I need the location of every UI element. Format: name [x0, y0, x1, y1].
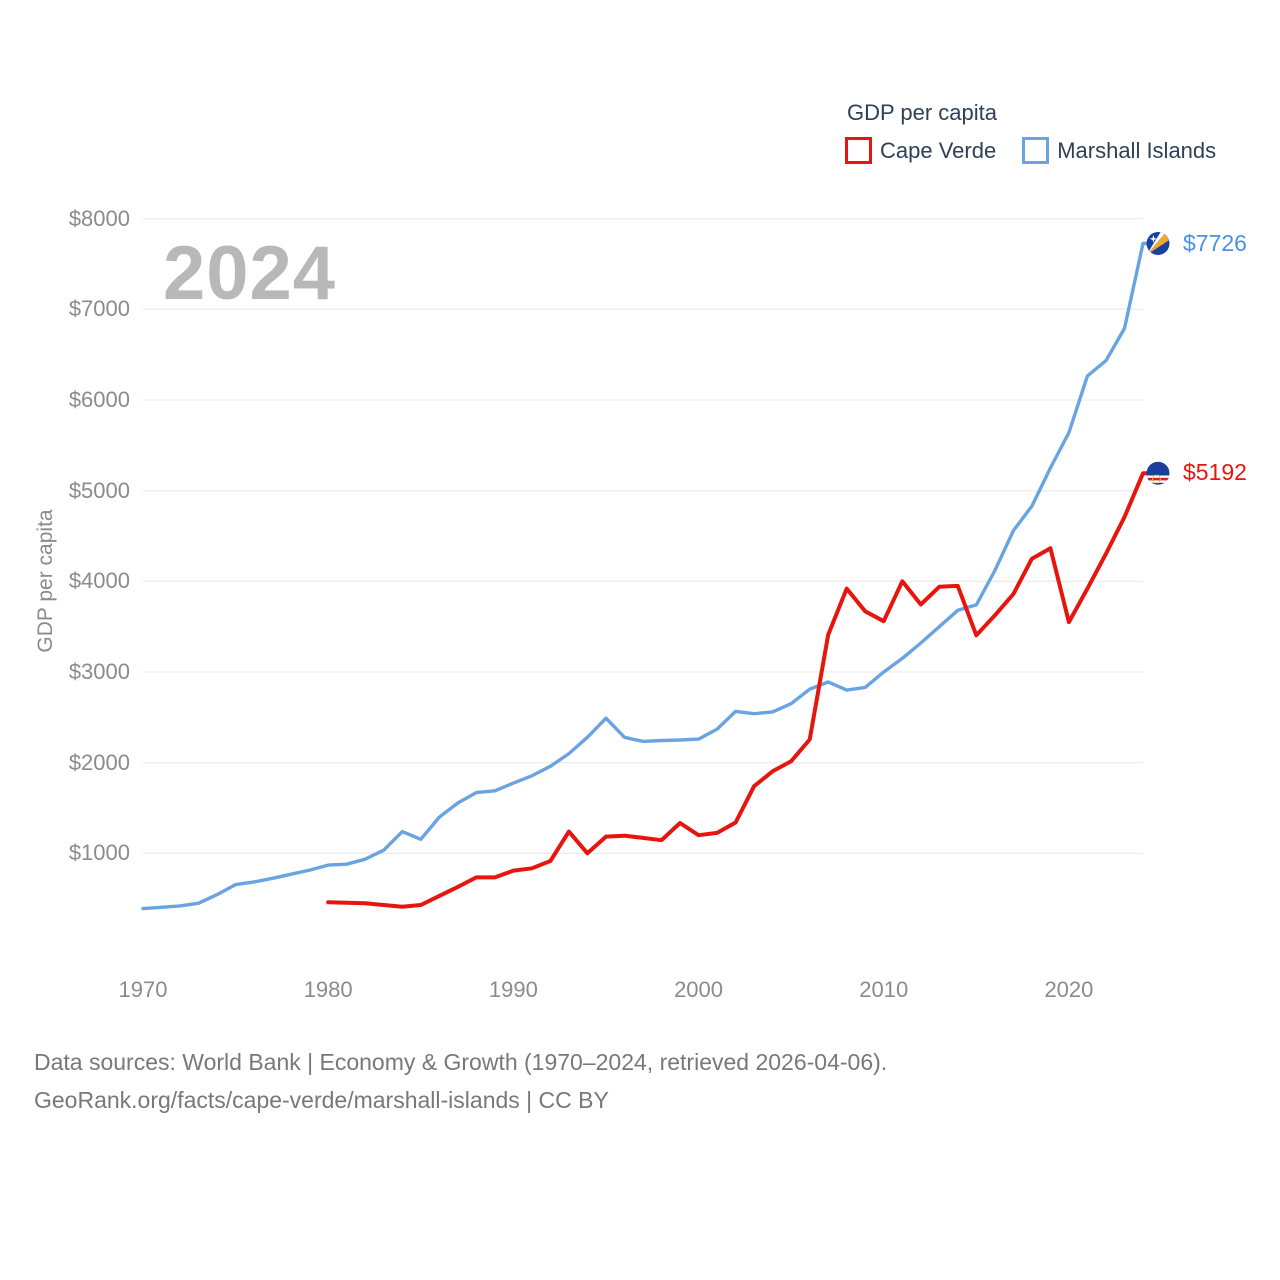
legend-items: Cape Verde Marshall Islands	[845, 137, 1216, 164]
legend-item-cape-verde: Cape Verde	[845, 137, 996, 164]
y-tick-6000: $6000	[68, 386, 130, 412]
cape-verde-flag-icon	[1146, 461, 1170, 485]
legend-item-marshall-islands: Marshall Islands	[1022, 137, 1216, 164]
y-tick-2000: $2000	[68, 749, 130, 775]
year-watermark: 2024	[163, 231, 337, 316]
x-tick-2010: 2010	[859, 977, 909, 1002]
y-tick-7000: $7000	[68, 296, 130, 322]
marshall-islands-flag-icon	[1146, 232, 1170, 255]
marshall-islands-line	[141, 241, 1151, 911]
legend-title: GDP per capita	[847, 100, 998, 125]
footer-attribution: GeoRank.org/facts/cape-verde/marshall-is…	[34, 1087, 609, 1113]
y-tick-5000: $5000	[68, 477, 130, 503]
y-tick-8000: $8000	[68, 205, 130, 231]
x-tick-1990: 1990	[488, 977, 538, 1002]
cape-verde-swatch-icon	[845, 137, 872, 164]
marshall-islands-end-label: $7726	[1183, 229, 1247, 256]
x-tick-1980: 1980	[303, 977, 353, 1002]
y-tick-3000: $3000	[68, 658, 130, 684]
x-tick-2020: 2020	[1044, 977, 1094, 1002]
x-tick-1970: 1970	[118, 977, 168, 1002]
cape-verde-end-label: $5192	[1183, 459, 1247, 486]
marshall-islands-swatch-icon	[1022, 137, 1050, 164]
legend: GDP per capita Cape Verde Marshall Islan…	[845, 100, 1216, 164]
legend-label-cape-verde: Cape Verde	[880, 137, 997, 163]
legend-label-marshall-islands: Marshall Islands	[1057, 137, 1217, 163]
y-tick-4000: $4000	[68, 568, 130, 594]
x-tick-2000: 2000	[674, 977, 724, 1002]
y-tick-1000: $1000	[68, 840, 130, 866]
footer-data-sources: Data sources: World Bank | Economy & Gro…	[34, 1049, 888, 1075]
cape-verde-line	[326, 471, 1151, 909]
